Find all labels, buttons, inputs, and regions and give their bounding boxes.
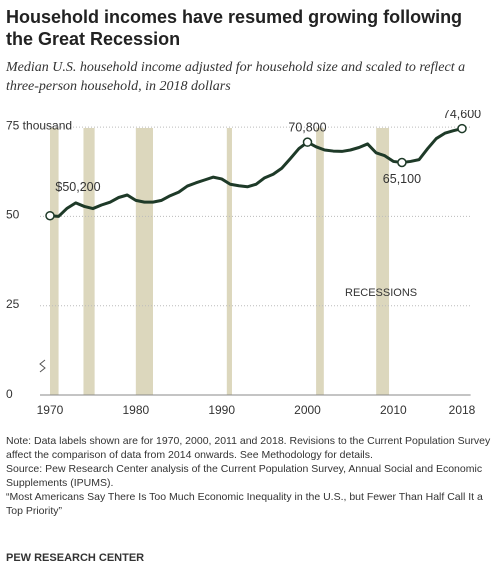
y-tick-label: 50 <box>6 208 20 222</box>
point-marker <box>302 137 313 147</box>
axis-break <box>39 359 46 373</box>
footer: PEW RESEARCH CENTER <box>6 552 145 564</box>
recession-band <box>376 128 390 395</box>
x-tick-label: 1970 <box>37 403 64 417</box>
recession-band <box>49 128 59 395</box>
income-line <box>49 127 463 218</box>
chart-subtitle: Median U.S. household income adjusted fo… <box>6 60 466 94</box>
x-tick-label: 2010 <box>380 403 407 417</box>
data-label: $50,200 <box>55 180 100 194</box>
recessions-label: RECESSIONS <box>345 287 417 299</box>
note: Source: Pew Research Center analysis of … <box>6 463 483 489</box>
point-marker <box>45 210 55 221</box>
y-tick-label: 75 thousand <box>6 118 72 132</box>
note: Note: Data labels shown are for 1970, 20… <box>6 435 491 461</box>
x-tick-label: 1990 <box>208 403 235 417</box>
x-tick-label: 1980 <box>122 403 149 417</box>
note: “Most Americans Say There Is Too Much Ec… <box>6 491 483 517</box>
recession-band <box>83 128 95 395</box>
recession-band <box>226 128 232 395</box>
notes: Note: Data labels shown are for 1970, 20… <box>6 434 494 518</box>
y-tick-label: 25 <box>6 297 20 311</box>
x-tick-label: 2018 <box>449 403 476 417</box>
data-label: 74,600 <box>443 110 481 121</box>
chart-title: Household incomes have resumed growing f… <box>6 7 463 49</box>
point-marker <box>397 157 407 168</box>
data-label: 65,100 <box>383 172 421 186</box>
chart: RECESSIONS 0 25 50 75 thousand 1970 1980 1990 20… <box>6 110 481 417</box>
recession-band <box>316 128 324 395</box>
x-tick-label: 2000 <box>294 403 321 417</box>
y-tick-label: 0 <box>6 387 13 401</box>
data-label: 70,800 <box>288 120 326 134</box>
point-marker <box>457 123 467 134</box>
recession-band <box>135 128 153 395</box>
